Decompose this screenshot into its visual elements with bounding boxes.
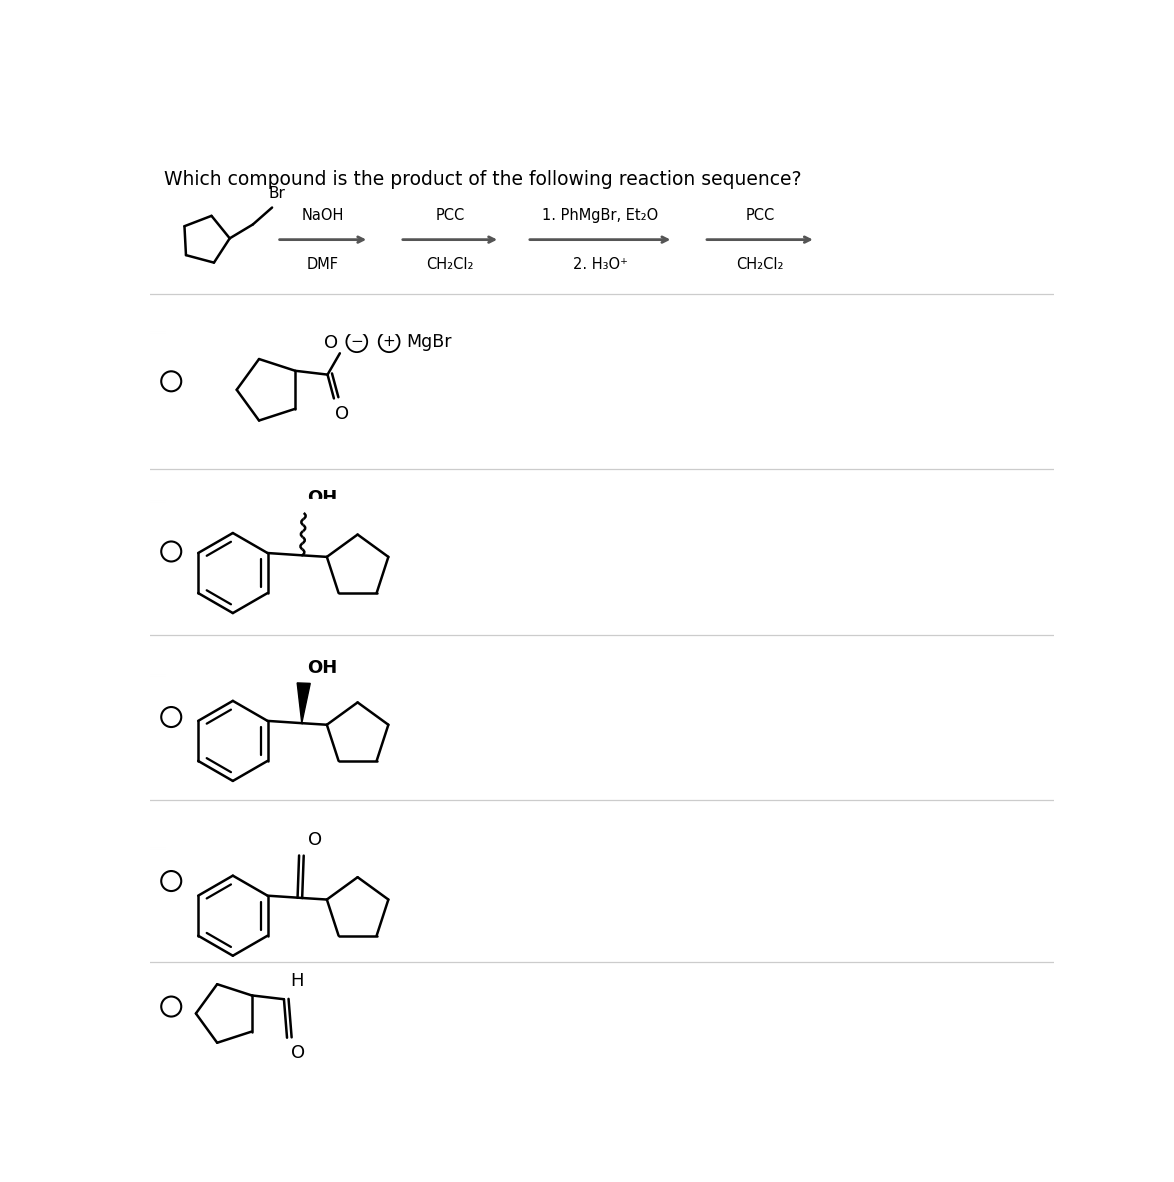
Text: O: O	[308, 831, 322, 850]
Text: Br: Br	[268, 187, 285, 201]
Text: O: O	[336, 404, 350, 423]
Text: +: +	[383, 335, 396, 349]
Text: PCC: PCC	[745, 208, 775, 222]
Text: H: H	[290, 972, 304, 991]
Text: PCC: PCC	[436, 208, 465, 222]
Text: OH: OH	[308, 660, 338, 677]
Text: 1. PhMgBr, Et₂O: 1. PhMgBr, Et₂O	[542, 208, 659, 222]
Text: −: −	[350, 335, 363, 349]
Text: Which compound is the product of the following reaction sequence?: Which compound is the product of the fol…	[163, 170, 801, 189]
Text: DMF: DMF	[306, 256, 339, 272]
Text: CH₂Cl₂: CH₂Cl₂	[426, 256, 474, 272]
Text: MgBr: MgBr	[406, 332, 452, 351]
Text: O: O	[324, 333, 338, 352]
Text: O: O	[291, 1044, 305, 1061]
Text: NaOH: NaOH	[302, 208, 344, 222]
Polygon shape	[297, 683, 310, 723]
Text: 2. H₃O⁺: 2. H₃O⁺	[573, 256, 628, 272]
Text: OH: OH	[308, 489, 338, 507]
Text: CH₂Cl₂: CH₂Cl₂	[736, 256, 784, 272]
